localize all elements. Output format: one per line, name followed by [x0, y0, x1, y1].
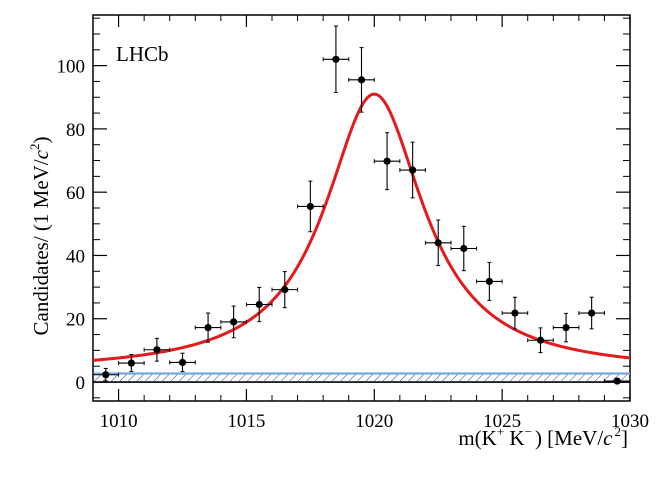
data-point [297, 180, 324, 233]
data-point-marker [332, 55, 340, 63]
data-point [194, 312, 222, 343]
data-point-marker [562, 323, 570, 332]
data-point-marker [306, 202, 314, 211]
y-tick-label: 60 [66, 183, 85, 204]
x-ticks-group: 1010 1015 1020 1025 1030 [92, 15, 649, 432]
x-tick-label: 1025 [483, 411, 521, 432]
y-axis-title: Candidates/ (1 MeV/c2) [27, 137, 53, 336]
data-point [578, 296, 605, 330]
data-point [245, 286, 273, 323]
data-point-marker [613, 377, 621, 385]
x-axis-title: m(K+ K−) [MeV/c 2] [458, 424, 628, 450]
fit-curve-group [92, 92, 631, 362]
data-point [527, 327, 554, 354]
data-point-marker [383, 157, 391, 165]
y-tick-label: 20 [66, 310, 85, 331]
x-tick-label: 1030 [611, 411, 649, 432]
data-point [169, 352, 196, 373]
data-point [373, 132, 401, 191]
y-tick-label: 40 [66, 246, 85, 267]
data-point-marker [536, 336, 545, 344]
data-point [603, 377, 631, 385]
y-tick-label: 80 [66, 120, 85, 141]
data-point [118, 353, 145, 373]
y-tick-label: 0 [76, 373, 86, 394]
data-point [552, 312, 580, 343]
y-tick-label: 100 [57, 57, 86, 78]
x-tick-label: 1015 [227, 411, 265, 432]
data-point-marker [127, 359, 135, 367]
data-point [399, 141, 426, 199]
data-point [424, 219, 452, 267]
data-point [476, 261, 503, 301]
background-band-hatch [93, 373, 630, 383]
chart-title: LHCb [116, 42, 169, 66]
data-point-marker [460, 244, 468, 253]
data-point [322, 25, 350, 94]
data-point-marker [357, 76, 366, 84]
background-band-group [93, 372, 630, 383]
data-point-marker [178, 358, 187, 366]
data-point-marker [102, 371, 110, 379]
data-point-marker [434, 239, 442, 247]
data-point-marker [588, 309, 596, 317]
data-point [450, 225, 478, 272]
data-point-marker [204, 323, 212, 332]
data-point-marker [409, 166, 417, 174]
data-point-marker [281, 286, 289, 294]
x-tick-label: 1010 [100, 411, 138, 432]
data-point [220, 305, 247, 339]
x-tick-label: 1020 [355, 411, 393, 432]
data-point-marker [153, 346, 161, 354]
data-point [501, 296, 529, 330]
y-ticks-group: 0 20 40 60 80 100 [57, 17, 630, 399]
data-point [92, 367, 120, 382]
data-point-marker [255, 300, 263, 309]
data-point [348, 47, 375, 113]
data-point [271, 271, 299, 309]
fit-curve [92, 92, 631, 362]
data-points-group [92, 25, 631, 385]
data-point-marker [230, 318, 238, 326]
data-point [143, 337, 171, 362]
data-point-marker [485, 277, 493, 286]
data-point-marker [511, 309, 519, 317]
